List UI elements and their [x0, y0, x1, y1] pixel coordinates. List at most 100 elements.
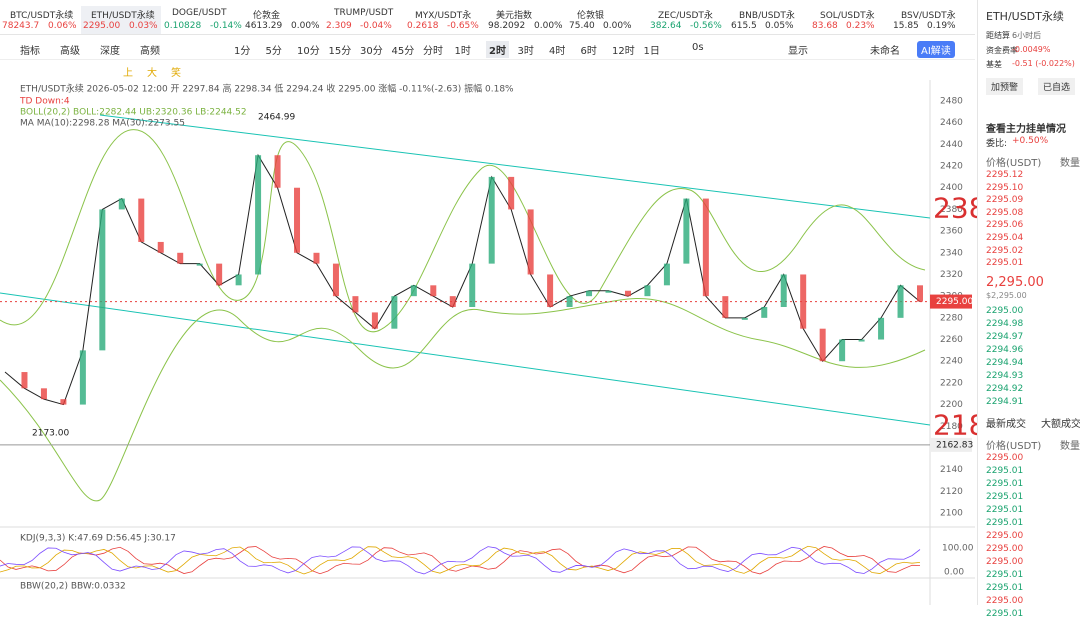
tool-button[interactable]: 未命名 [870, 46, 900, 57]
label: 委比: [986, 139, 1008, 149]
y-tick-label: 2140 [940, 465, 963, 475]
trade-price: 2295.01 [986, 466, 1024, 476]
interval-button[interactable]: 12时 [612, 46, 635, 57]
interval-button[interactable]: 1分 [234, 46, 251, 57]
trade-tab[interactable]: 最新成交 [986, 419, 1026, 430]
tab-bar: BTC/USDT永续 78243.7 0.06% ETH/USDT永续 2295.00 0… [0, 0, 975, 35]
button[interactable]: 加预警 [986, 78, 1024, 95]
tab[interactable]: ZEC/USDT永 382.64 -0.56% [648, 6, 728, 34]
interval-button[interactable]: 4时 [549, 46, 566, 57]
candle [118, 198, 125, 210]
interval-button[interactable]: 3时 [517, 46, 534, 57]
tool-button[interactable]: 深度 [100, 46, 120, 57]
tab[interactable]: 伦敦银 75.40 0.00% [567, 6, 647, 34]
channel-line [0, 292, 931, 426]
trade-price: 2295.01 [986, 492, 1024, 502]
y-tick-label: 2380 [940, 205, 963, 215]
button[interactable]: 已自选 [1038, 78, 1076, 95]
channel-line [99, 114, 931, 219]
candle [391, 296, 398, 329]
candle [488, 176, 495, 264]
tab[interactable]: 美元指数 98.2092 0.00% [486, 6, 566, 34]
tool-button[interactable]: 高频 [140, 46, 160, 57]
y-tick-label: 2280 [940, 313, 963, 323]
bid-price: 2294.97 [986, 332, 1024, 342]
trade-tab[interactable]: 大额成交 [1041, 419, 1080, 430]
value: -0.0049% [1012, 45, 1051, 54]
tab-price: 382.64 [650, 21, 682, 31]
interval-button[interactable]: 2时 [486, 41, 509, 58]
candle [800, 274, 807, 329]
candle [683, 198, 690, 264]
tab-change: 0.00% [291, 21, 320, 31]
tab[interactable]: DOGE/USDT 0.10828 -0.14% [162, 6, 242, 34]
interval-button[interactable]: 6时 [580, 46, 597, 57]
candle [313, 252, 320, 264]
link[interactable]: 查看主力挂单情况 [986, 124, 1066, 135]
tab-change: 0.03% [129, 21, 158, 31]
kdj-curve [0, 545, 921, 575]
y-tick-label: 2460 [940, 118, 963, 128]
candle [586, 290, 593, 297]
interval-button[interactable]: 45分 [391, 46, 415, 57]
candle [371, 312, 378, 329]
value: +0.50% [1012, 136, 1049, 146]
y-tick-label: 2360 [940, 227, 963, 237]
trade-price: 2295.00 [986, 596, 1024, 606]
drawing-tool[interactable]: 大 [147, 68, 157, 79]
candle [138, 198, 145, 242]
candle [897, 285, 904, 318]
tab[interactable]: MYX/USDT永 0.2618 -0.65% [405, 6, 485, 34]
interval-button[interactable]: 1时 [454, 46, 471, 57]
bid-price: 2294.91 [986, 397, 1024, 407]
tab-price: 98.2092 [488, 21, 526, 31]
tab-price: 0.2618 [407, 21, 439, 31]
candle [352, 296, 359, 313]
interval-button[interactable]: 15分 [328, 46, 352, 57]
tab[interactable]: BNB/USDT永 615.5 0.05% [729, 6, 809, 34]
tool-button[interactable]: 显示 [788, 46, 808, 57]
last-price: 2295.00 [936, 297, 973, 307]
tab-name: 伦敦银 [577, 11, 605, 21]
tab-price: 0.10828 [164, 21, 202, 31]
interval-button[interactable]: 1日 [643, 46, 660, 57]
tool-button[interactable]: 高级 [60, 46, 80, 57]
tool-button[interactable]: 指标 [20, 46, 40, 57]
candle [547, 274, 554, 307]
candle [702, 198, 709, 297]
interval-button[interactable]: 30分 [360, 46, 383, 57]
tab-change: 0.19% [927, 21, 956, 31]
tab-price: 2295.00 [83, 21, 121, 31]
tab[interactable]: ETH/USDT永续 2295.00 0.03% [81, 6, 161, 34]
interval-button[interactable]: 5分 [265, 46, 282, 57]
tab[interactable]: BSV/USDT永 15.85 0.19% [891, 6, 971, 34]
drawing-tool[interactable]: 上 [123, 68, 133, 79]
candle [761, 307, 768, 318]
price-path [4, 153, 921, 406]
drawing-tool[interactable]: 笑 [171, 68, 181, 79]
bid-price: 2294.92 [986, 384, 1024, 394]
trade-price: 2295.01 [986, 518, 1024, 528]
note: 2380 [933, 191, 977, 224]
tab[interactable]: TRUMP/USDT 2.309 -0.04% [324, 6, 404, 34]
interval-button[interactable]: 10分 [297, 46, 320, 57]
tab[interactable]: 伦敦金 4613.29 0.00% [243, 6, 323, 34]
candle [216, 263, 223, 286]
candle [274, 155, 281, 188]
tab[interactable]: SOL/USDT永 83.68 0.23% [810, 6, 890, 34]
y-tick-label: 2120 [940, 487, 963, 497]
y-tick-label: 2320 [940, 270, 963, 280]
ref-price-box [930, 437, 972, 452]
value: 6小时后 [1012, 31, 1042, 40]
candle [839, 339, 846, 362]
tab[interactable]: BTC/USDT永续 78243.7 0.06% [0, 6, 80, 34]
bid-price: 2294.98 [986, 319, 1024, 329]
trade-price: 2295.01 [986, 505, 1024, 515]
tool-button[interactable]: AI解读 [917, 41, 955, 58]
candle [624, 290, 631, 297]
value: -0.51 (-0.022%) [1012, 59, 1075, 68]
tool-button[interactable]: 0s [692, 42, 704, 53]
interval-button[interactable]: 分时 [423, 46, 443, 57]
candle [196, 263, 203, 266]
